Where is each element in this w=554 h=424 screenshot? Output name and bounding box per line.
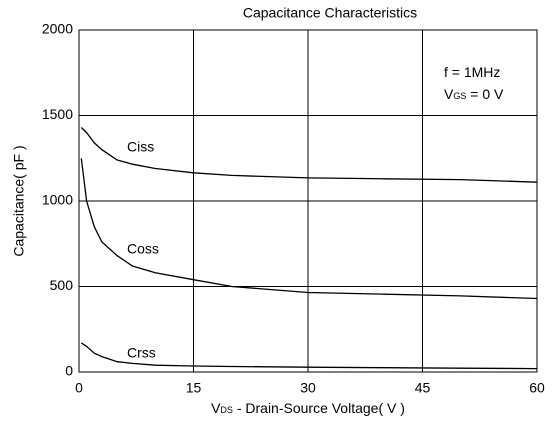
y-tick-label: 500: [50, 277, 74, 293]
annotation: VGS = 0 V: [444, 86, 504, 102]
x-tick-label: 0: [75, 380, 83, 396]
annotation-sub: GS: [453, 91, 466, 101]
x-label-part: - Drain-Source Voltage( V ): [233, 400, 405, 416]
series-label: Coss: [127, 241, 159, 257]
y-tick-label: 2000: [42, 21, 73, 37]
series-label: Crss: [127, 345, 156, 361]
series-line: [80, 127, 538, 183]
x-tick-label: 60: [529, 380, 545, 396]
chart-title: Capacitance Characteristics: [243, 5, 417, 21]
x-tick-label: 30: [300, 380, 316, 396]
y-tick-label: 1500: [42, 106, 73, 122]
annotation-part: f = 1MHz: [444, 64, 500, 80]
series-line: [80, 158, 538, 300]
annotation: f = 1MHz: [444, 64, 500, 80]
annotation-part: V: [444, 86, 454, 102]
annotation-part: = 0 V: [466, 86, 504, 102]
series-line: [80, 342, 538, 370]
series-label: Ciss: [127, 139, 154, 155]
x-axis-label: VDS - Drain-Source Voltage( V ): [211, 400, 405, 416]
x-tick-label: 15: [186, 380, 202, 396]
x-label-sub: DS: [220, 405, 233, 415]
x-label-part: V: [211, 400, 221, 416]
y-tick-label: 0: [65, 363, 73, 379]
x-tick-label: 45: [415, 380, 431, 396]
y-tick-label: 1000: [42, 192, 73, 208]
y-axis-label: Capacitance( pF ): [11, 145, 27, 256]
